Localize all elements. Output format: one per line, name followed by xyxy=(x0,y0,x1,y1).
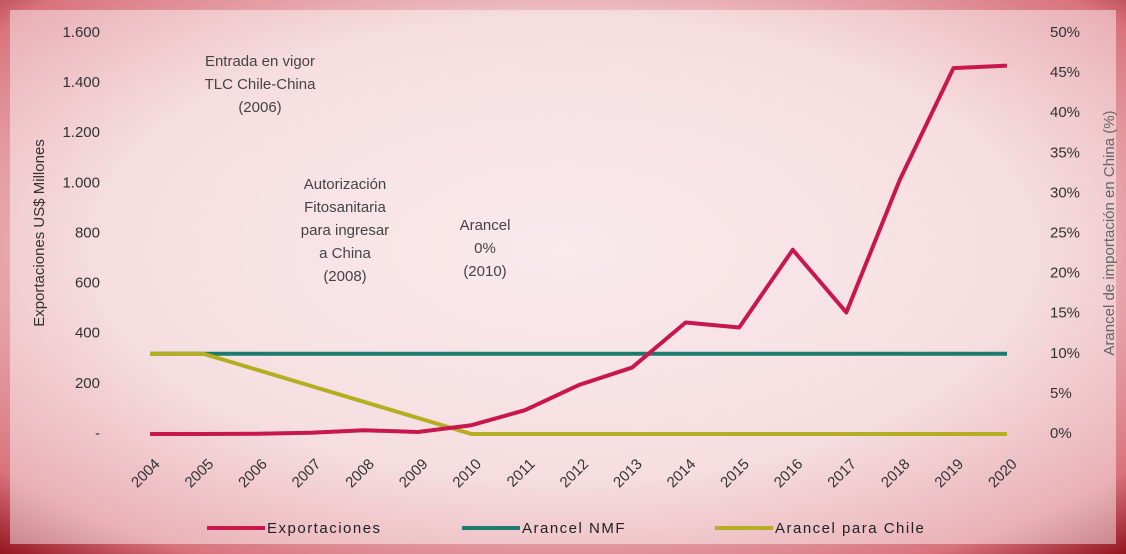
y2-tick-label: 45% xyxy=(1050,64,1080,81)
y-tick-label: 1.400 xyxy=(62,74,100,91)
y2-tick-label: 20% xyxy=(1050,265,1080,282)
y-tick-label: 400 xyxy=(75,325,100,342)
annotation: para ingresar xyxy=(301,222,389,239)
series-line xyxy=(150,351,1007,436)
y2-tick-label: 0% xyxy=(1050,425,1072,442)
y2-axis-label: Arancel de importación en China (%) xyxy=(1101,110,1118,355)
y-tick-label: 800 xyxy=(75,224,100,241)
annotation: TLC Chile-China xyxy=(205,76,317,93)
y-axis-label: Exportaciones US$ Millones xyxy=(31,139,48,327)
y2-tick-label: 35% xyxy=(1050,144,1080,161)
y-tick-label: 200 xyxy=(75,375,100,392)
series-line xyxy=(150,63,1008,436)
y2-tick-label: 30% xyxy=(1050,184,1080,201)
annotation: (2006) xyxy=(238,99,281,116)
plot-panel xyxy=(10,10,1116,544)
annotation: Arancel xyxy=(460,217,511,234)
y2-tick-label: 15% xyxy=(1050,305,1080,322)
annotation: Autorización xyxy=(304,176,387,193)
y-tick-label: - xyxy=(95,425,100,442)
legend-label: Exportaciones xyxy=(267,520,382,537)
annotation: (2010) xyxy=(463,263,506,280)
y-tick-label: 600 xyxy=(75,275,100,292)
annotation: 0% xyxy=(474,240,496,257)
y2-tick-label: 5% xyxy=(1050,385,1072,402)
y2-tick-label: 50% xyxy=(1050,24,1080,41)
y2-tick-label: 40% xyxy=(1050,104,1080,121)
y2-tick-label: 10% xyxy=(1050,345,1080,362)
y-tick-label: 1.600 xyxy=(62,24,100,41)
annotation: Fitosanitaria xyxy=(304,199,386,216)
y-tick-label: 1.200 xyxy=(62,124,100,141)
annotation: (2008) xyxy=(323,268,366,285)
legend-label: Arancel para Chile xyxy=(775,520,925,537)
legend-label: Arancel NMF xyxy=(522,520,626,537)
annotation: Entrada en vigor xyxy=(205,53,315,70)
y-tick-label: 1.000 xyxy=(62,174,100,191)
y2-tick-label: 25% xyxy=(1050,224,1080,241)
annotation: a China xyxy=(319,245,371,262)
